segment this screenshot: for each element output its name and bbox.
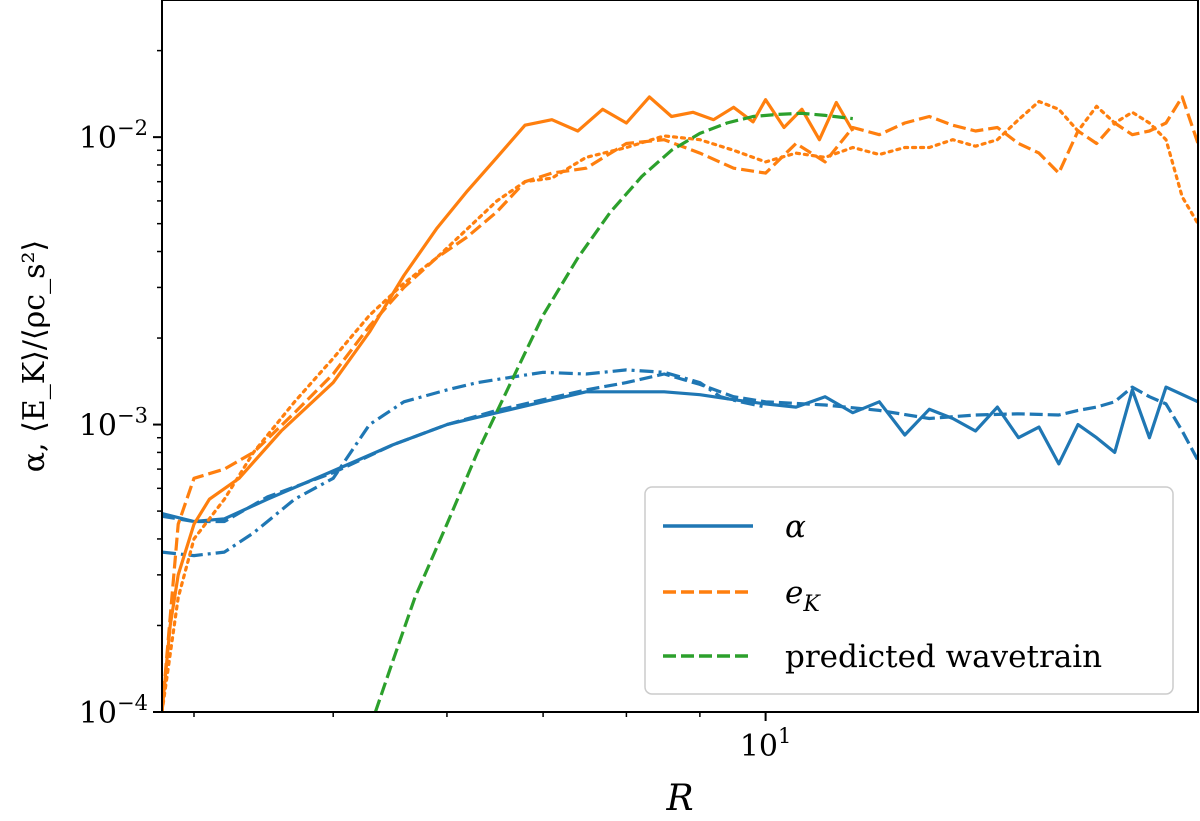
- series-predicted-wavetrain: [373, 111, 853, 712]
- legend-alpha-label: α: [785, 509, 806, 545]
- legend-wavetrain-label: predicted wavetrain: [785, 639, 1102, 675]
- legend-ek-label: eK: [785, 575, 821, 617]
- legend: α eK predicted wavetrain: [644, 486, 1174, 695]
- x-tick-label: 101: [740, 724, 792, 764]
- legend-frame: [644, 486, 1174, 695]
- series-layer: [162, 95, 1198, 712]
- series-eK-dotted: [162, 99, 1198, 712]
- ticks-layer: 10−4 10−3 10−2 101: [79, 49, 792, 764]
- series-alpha-dashdot: [162, 368, 766, 558]
- x-axis-label: R: [665, 778, 693, 819]
- series-eK-solid: [162, 95, 855, 712]
- series-alpha-dashed: [162, 372, 1198, 524]
- y-tick-label: 10−4: [79, 691, 148, 731]
- y-tick-label: 10−2: [79, 116, 148, 156]
- y-axis-label: α, ⟨E_K⟩/⟨ρc_s²⟩: [17, 240, 52, 472]
- y-tick-label: 10−3: [79, 404, 148, 444]
- plot-frame: [161, 0, 1199, 713]
